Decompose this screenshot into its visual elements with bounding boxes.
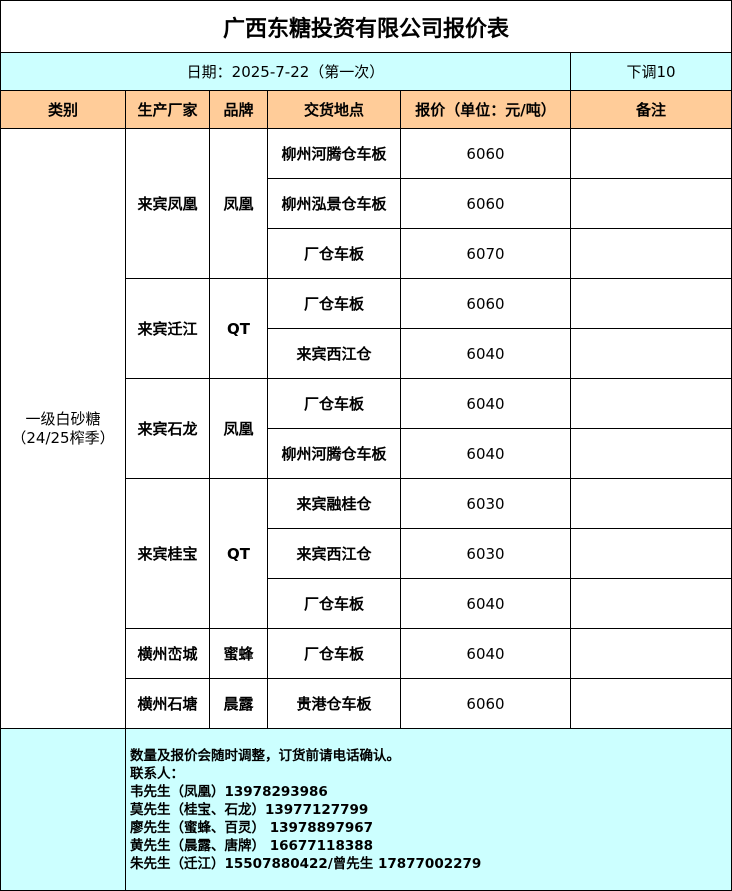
location-cell: 来宾融桂仓 (267, 478, 401, 529)
producer-cell: 横州峦城 (125, 628, 210, 679)
note-cell (569, 378, 732, 429)
producer-cell: 来宾凤凰 (125, 128, 210, 279)
footer-line: 朱先生（迁江）15507880422/曾先生 17877002279 (130, 855, 482, 872)
note-cell (569, 628, 732, 679)
price-adjustment: 下调10 (569, 52, 732, 91)
brand-cell: 凤凰 (209, 128, 268, 279)
price-cell: 6040 (400, 378, 571, 429)
location-cell: 来宾西江仓 (267, 528, 401, 579)
location-cell: 贵港仓车板 (267, 678, 401, 729)
price-cell: 6040 (400, 328, 571, 379)
footer-line: 黄先生（晨露、唐牌） 16677118388 (130, 837, 374, 854)
category-cell: 一级白砂糖 （24/25榨季） (0, 128, 126, 729)
table-row: 一级白砂糖 （24/25榨季） 来宾凤凰 凤凰 柳州河腾仓车板 6060 (0, 128, 732, 729)
header-location: 交货地点 (267, 90, 401, 129)
header-brand: 品牌 (209, 90, 268, 129)
footer-line: 韦先生（凤凰）13978293986 (130, 783, 328, 800)
price-cell: 6030 (400, 528, 571, 579)
location-cell: 厂仓车板 (267, 278, 401, 329)
table-row: 来宾迁江 QT 厂仓车板 6060 (1, 278, 732, 379)
location-cell: 柳州河腾仓车板 (267, 428, 401, 479)
location-cell: 柳州河腾仓车板 (267, 128, 401, 179)
header-producer: 生产厂家 (125, 90, 210, 129)
price-cell: 6040 (400, 428, 571, 479)
location-cell: 厂仓车板 (267, 378, 401, 429)
location-cell: 厂仓车板 (267, 578, 401, 629)
table-row: 来宾桂宝 QT 来宾融桂仓 6030 (1, 478, 732, 629)
note-cell (569, 528, 732, 579)
note-cell (569, 278, 732, 329)
price-cell: 6070 (400, 228, 571, 279)
date-line: 日期：2025-7-22（第一次） (0, 52, 571, 91)
footer-line: 莫先生（桂宝、石龙）13977127799 (130, 801, 369, 818)
footer-line: 联系人： (130, 765, 184, 782)
brand-cell: 晨露 (209, 678, 268, 729)
location-cell: 厂仓车板 (267, 628, 401, 679)
brand-cell: 凤凰 (209, 378, 268, 479)
table-row: 横州石塘 晨露 贵港仓车板 6060 (1, 678, 732, 729)
price-cell: 6040 (400, 578, 571, 629)
price-cell: 6060 (400, 678, 571, 729)
footer-notes: 数量及报价会随时调整，订货前请电话确认。 联系人： 韦先生（凤凰）139782939… (124, 728, 732, 891)
table-row: 厂仓车板 6040 (1, 578, 732, 629)
header-price: 报价（单位：元/吨） (400, 90, 571, 129)
price-cell: 6060 (400, 128, 571, 179)
note-cell (569, 328, 732, 379)
location-cell: 柳州泓景仓车板 (267, 178, 401, 229)
price-cell: 6030 (400, 478, 571, 529)
brand-cell: 蜜蜂 (209, 628, 268, 679)
table-row: 柳州泓景仓车板 6060 (1, 178, 732, 229)
location-cell: 厂仓车板 (267, 228, 401, 279)
price-cell: 6060 (400, 178, 571, 229)
producer-cell: 来宾迁江 (125, 278, 210, 379)
note-cell (569, 228, 732, 279)
note-cell (569, 578, 732, 629)
table-row: 横州峦城 蜜蜂 厂仓车板 6040 (1, 628, 732, 679)
note-cell (569, 178, 732, 229)
brand-cell: QT (209, 478, 268, 629)
note-cell (569, 428, 732, 479)
producer-cell: 来宾石龙 (125, 378, 210, 479)
header-note: 备注 (569, 90, 732, 129)
footer-blank-cell (0, 728, 126, 891)
location-cell: 来宾西江仓 (267, 328, 401, 379)
page-title: 广西东糖投资有限公司报价表 (0, 0, 732, 53)
header-category: 类别 (0, 90, 126, 129)
brand-cell: QT (209, 278, 268, 379)
table-row: 柳州河腾仓车板 6040 (1, 428, 732, 479)
footer-line: 廖先生（蜜蜂、百灵） 13978897967 (130, 819, 374, 836)
price-cell: 6060 (400, 278, 571, 329)
price-cell: 6040 (400, 628, 571, 679)
note-cell (569, 678, 732, 729)
footer-line: 数量及报价会随时调整，订货前请电话确认。 (130, 747, 400, 764)
note-cell (569, 128, 732, 179)
producer-cell: 横州石塘 (125, 678, 210, 729)
producer-cell: 来宾桂宝 (125, 478, 210, 629)
table-row: 来宾西江仓 6040 (1, 328, 732, 379)
table-row: 厂仓车板 6070 (1, 228, 732, 279)
note-cell (569, 478, 732, 529)
